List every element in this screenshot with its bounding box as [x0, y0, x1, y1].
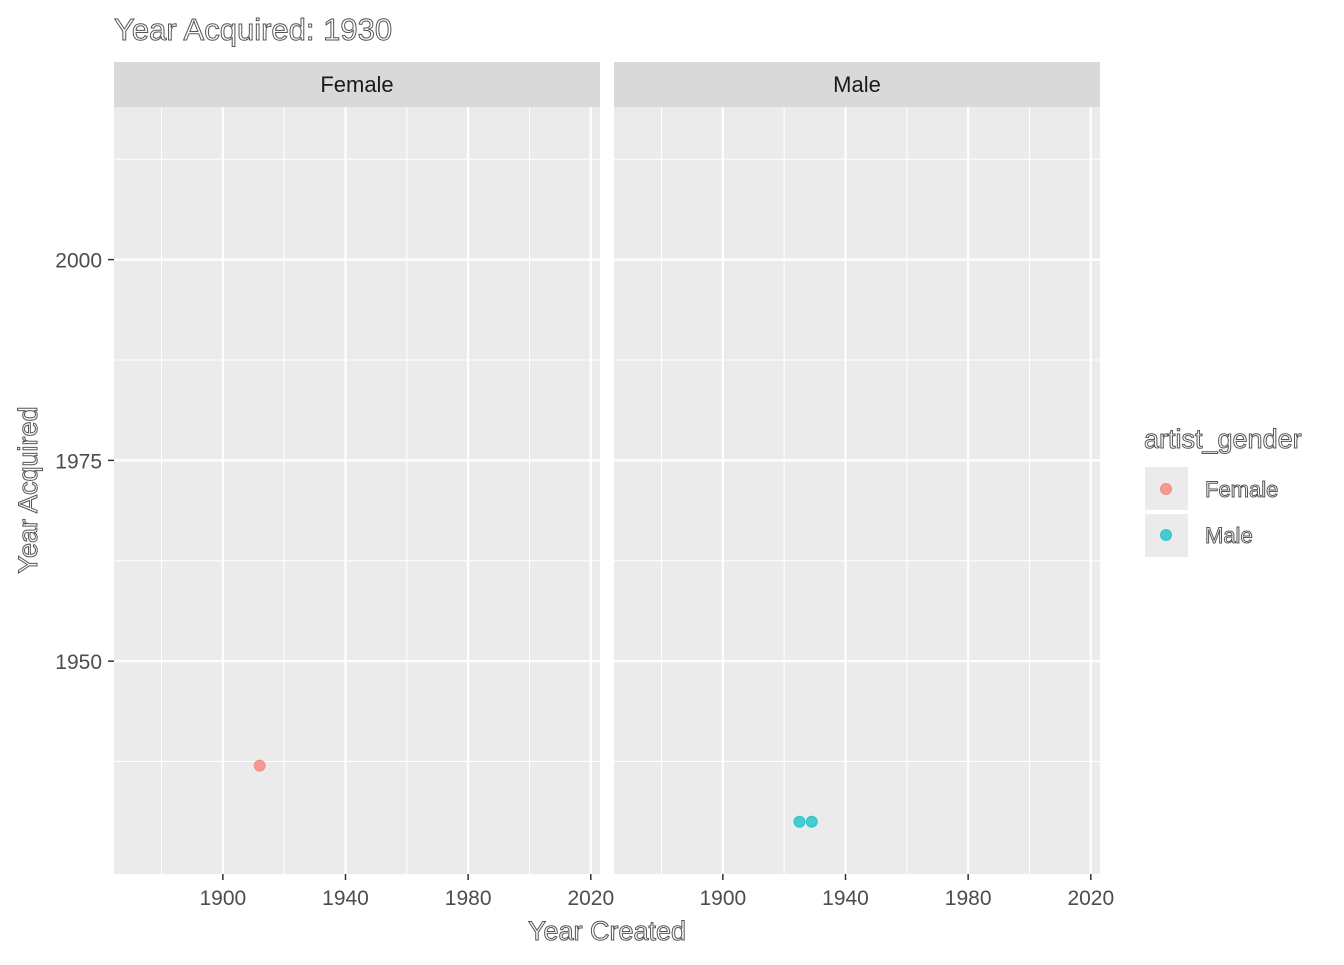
x-axis-male: 1900 1940 1980 2020 [699, 874, 1114, 910]
panel-points [253, 759, 266, 772]
legend-label-female: Female [1205, 477, 1278, 502]
y-tick-label: 2000 [55, 250, 102, 273]
legend-swatch-male [1160, 529, 1172, 541]
x-tick-label: 2020 [567, 887, 614, 910]
data-point-male [793, 815, 806, 828]
panel-gridlines [114, 107, 600, 874]
y-tick-label: 1975 [55, 450, 102, 473]
legend: artist_gender Female Male [1144, 424, 1302, 557]
legend-swatch-female [1160, 483, 1172, 495]
y-axis: 2000 1975 1950 [55, 250, 114, 674]
x-tick-label: 1980 [445, 887, 492, 910]
data-point-male [805, 815, 818, 828]
facet-strip-female [114, 62, 600, 107]
y-tick-label: 1950 [55, 651, 102, 674]
x-tick-label: 1900 [699, 887, 746, 910]
facet-panel-male: Male 1900 1940 1980 2020 [614, 62, 1114, 910]
x-tick-label: 1940 [322, 887, 369, 910]
x-axis-female: 1900 1940 1980 2020 [199, 874, 614, 910]
y-axis-title: Year Acquired [13, 406, 43, 573]
x-tick-label: 1980 [945, 887, 992, 910]
facet-panel-female: Female 1900 1940 1980 2020 [114, 62, 614, 910]
legend-title: artist_gender [1144, 424, 1302, 454]
panel-background [114, 107, 600, 874]
facet-strip-label-female: Female [320, 72, 393, 97]
facet-strip-male [614, 62, 1100, 107]
panel-points [793, 815, 818, 828]
data-point-female [253, 759, 266, 772]
x-axis-title: Year Created [528, 916, 686, 946]
facet-strip-label-male: Male [833, 72, 881, 97]
x-tick-label: 1900 [199, 887, 246, 910]
x-tick-label: 1940 [822, 887, 869, 910]
panel-background [614, 107, 1100, 874]
x-tick-label: 2020 [1067, 887, 1114, 910]
chart-title: Year Acquired: 1930 [114, 12, 392, 47]
legend-label-male: Male [1205, 523, 1253, 548]
panel-gridlines [614, 107, 1100, 874]
